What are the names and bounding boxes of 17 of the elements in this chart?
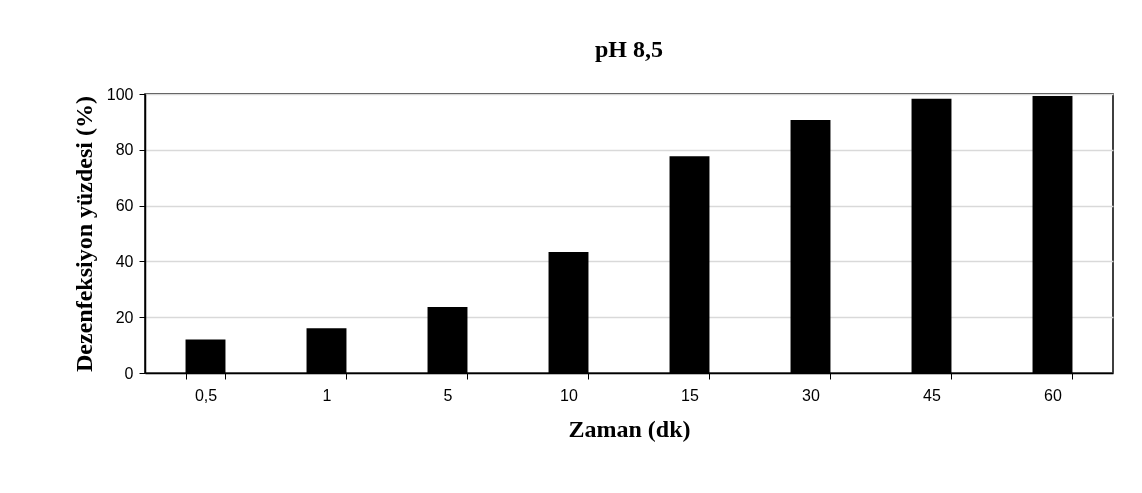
x-tick-label: 15 — [681, 386, 699, 404]
y-tick-label: 0 — [124, 364, 134, 382]
y-tick-label: 100 — [106, 85, 134, 103]
x-tick-label: 30 — [802, 386, 820, 404]
x-tick-label: 1 — [322, 386, 332, 404]
y-tick-label: 60 — [115, 197, 134, 215]
x-tick-label: 5 — [443, 386, 453, 404]
x-tick-label: 0,5 — [194, 386, 218, 404]
x-tick-label: 10 — [560, 386, 578, 404]
x-tick-label: 45 — [923, 386, 941, 404]
x-axis-title: Zaman (dk) — [568, 415, 691, 442]
y-axis-title: Dezenfeksiyon yüzdesi (%) — [70, 96, 97, 372]
y-tick-label: 80 — [115, 141, 134, 159]
y-tick-label: 40 — [115, 252, 134, 270]
y-tick-label: 20 — [115, 308, 134, 326]
x-tick-label: 60 — [1044, 386, 1062, 404]
chart-title: pH 8,5 — [594, 36, 664, 62]
